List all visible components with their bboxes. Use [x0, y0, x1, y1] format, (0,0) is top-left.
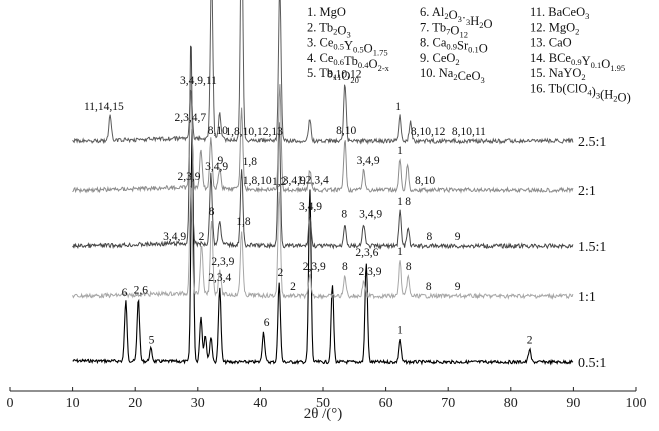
peak-label: 3,4,9 — [357, 155, 380, 167]
peak-label: 8,10 — [208, 125, 228, 137]
series-ratio-label: 1:1 — [578, 290, 596, 305]
peak-label: 2 — [278, 267, 284, 279]
legend-entry: 3. Ce0.5Y0.5O1.75 — [307, 36, 388, 58]
peak-label: 2 — [290, 281, 296, 293]
peak-label: 1 — [395, 101, 401, 113]
legend-entry: 13. CaO — [530, 36, 572, 50]
legend-entry: 12. MgO2 — [530, 20, 579, 36]
legend-entry: 5. Tb11O20 — [307, 66, 359, 85]
peak-label: 2,3,9 — [303, 261, 326, 273]
peak-label: 1,8 — [243, 156, 258, 168]
legend-entry: 15. NaYO2 — [530, 66, 586, 82]
x-tick-label: 100 — [626, 396, 647, 411]
x-tick-label: 30 — [191, 396, 205, 411]
x-tick-label: 10 — [66, 396, 80, 411]
legend-entry: 16. Tb(ClO4)3(H2O) — [530, 82, 631, 105]
peak-label: 8 — [209, 206, 215, 218]
x-tick-label: 20 — [128, 396, 142, 411]
peak-label: 8,10,12 — [327, 69, 362, 81]
peak-label: 1 — [397, 196, 403, 208]
legend-entry: 11. BaCeO3 — [530, 5, 589, 21]
peak-label: 2 — [527, 335, 533, 347]
x-axis: 0 10 20 30 40 50 60 70 80 90 100 — [7, 387, 647, 411]
legend-entry: 9. CeO2 — [420, 51, 460, 67]
series-ratio-label: 2.5:1 — [578, 135, 606, 150]
ratio-label-layer: 0.5:1 1:1 1.5:1 2:1 2.5:1 — [578, 135, 606, 371]
peak-label: 3,4,9,11 — [180, 75, 217, 87]
peak-label: 8 — [342, 261, 348, 273]
peak-label: 8,10,11 — [452, 126, 486, 138]
peak-label: 2,3,9 — [358, 266, 381, 278]
peak-label: 3,4,9 — [163, 231, 186, 243]
peak-label: 8 — [405, 196, 411, 208]
peak-label: 8 — [427, 231, 433, 243]
peak-label: 6 — [122, 287, 128, 299]
peak-label: 8,10,12 — [411, 126, 446, 138]
peak-label: 1 — [397, 246, 403, 258]
x-tick-label: 40 — [253, 396, 267, 411]
peak-label: 2,3,9 — [211, 256, 234, 268]
peak-label: 9 — [455, 281, 461, 293]
peak-label: 9 — [455, 231, 461, 243]
legend-entry: 4. Ce0.6Tb0.4O2-x — [307, 51, 390, 73]
legend-entry: 1. MgO — [307, 5, 346, 19]
series-ratio-label: 0.5:1 — [578, 356, 606, 371]
series-layer — [72, 0, 574, 366]
peak-label: 3,4,9 — [299, 201, 322, 213]
peak-label: 2,6 — [134, 285, 149, 297]
peak-label-layer: 6 2,6 5 2,3,4,7 2,3,4 6 2 1,2,3,4 2,3,6 1 2 2,3,9 2 8… — [84, 69, 533, 347]
x-tick-label: 90 — [566, 396, 580, 411]
peak-label: 1,8,10,12,13 — [225, 126, 283, 138]
peak-label: 3,4,9 — [359, 209, 382, 221]
peak-label: 8,10 — [336, 125, 356, 137]
peak-label: 8,10 — [415, 175, 435, 187]
peak-label: 9 — [217, 155, 223, 167]
peak-label: 2,3,6 — [355, 247, 378, 259]
series-line-2-5-1 — [72, 0, 574, 145]
x-tick-label: 60 — [379, 396, 393, 411]
peak-label: 6 — [264, 317, 270, 329]
x-tick-label: 70 — [441, 396, 455, 411]
peak-label: 1,2 — [272, 176, 287, 188]
legend-entry: 8. Ca0.9Sr0.1O — [420, 36, 488, 56]
x-tick-label: 50 — [316, 396, 330, 411]
series-ratio-label: 1.5:1 — [578, 240, 606, 255]
peak-label: 8 — [341, 209, 347, 221]
x-tick-label: 80 — [504, 396, 518, 411]
peak-label: 2,3,9 — [178, 171, 201, 183]
peak-label: 5 — [149, 335, 155, 347]
legend-entry: 14. BCe0.9Y0.1O1.95 — [530, 51, 625, 73]
x-tick-label: 0 — [7, 396, 14, 411]
legend-entry: 6. Al2O3·3H2O — [420, 5, 493, 31]
peak-label: 1 — [397, 325, 403, 337]
series-line-1-1 — [72, 185, 574, 300]
peak-label: 11,14,15 — [84, 101, 124, 113]
x-axis-title: 2θ /(°) — [304, 406, 343, 422]
peak-label: 3,4,9 — [283, 175, 306, 187]
peak-label: 3,4,9 — [205, 161, 228, 173]
series-line-0-5-1 — [72, 129, 574, 366]
series-ratio-label: 2:1 — [578, 184, 596, 199]
legend-entry: 7. Tb7O12 — [420, 20, 468, 39]
peak-label: 1,8 — [236, 216, 251, 228]
peak-label: 2 — [199, 231, 205, 243]
peak-label: 8 — [406, 261, 412, 273]
peak-label: 1 — [397, 145, 403, 157]
peak-label: 2,3,4,7 — [174, 112, 206, 124]
series-line-2-1 — [72, 84, 574, 194]
peak-label: 1,8,10 — [243, 175, 272, 187]
legend-entry: 10. Na2CeO3 — [420, 66, 485, 85]
legend-entry: 2. Tb2O3 — [307, 20, 351, 39]
peak-label: 8 — [426, 281, 432, 293]
peak-label: 2,3,4 — [208, 272, 231, 284]
peak-label: 1,2,3,4 — [297, 175, 329, 187]
series-line-1-5-1 — [72, 45, 574, 250]
